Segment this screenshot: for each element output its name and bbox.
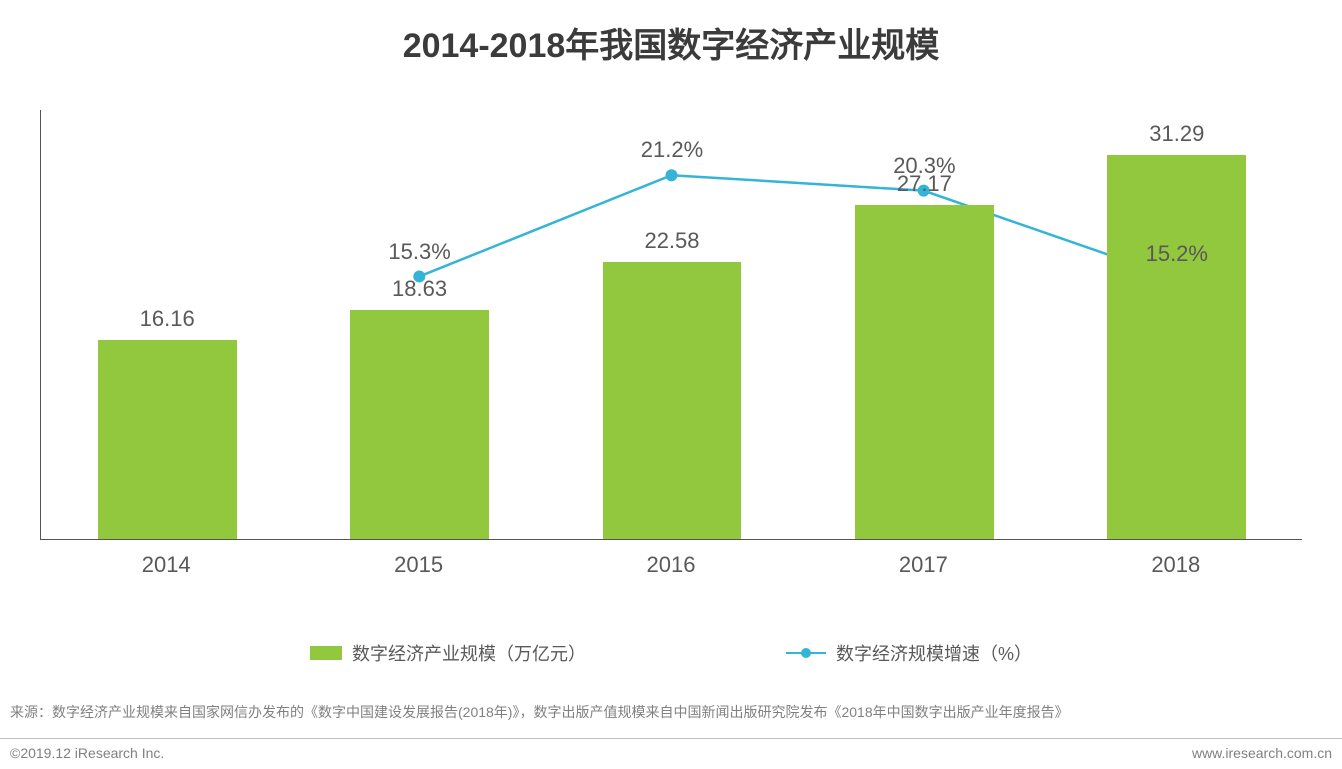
footer-copyright: ©2019.12 iResearch Inc. bbox=[10, 745, 164, 761]
x-axis-label: 2016 bbox=[545, 552, 797, 578]
line-value-label: 15.2% bbox=[1051, 241, 1303, 267]
bar-value-label: 18.63 bbox=[293, 276, 545, 302]
legend-bar-label: 数字经济产业规模（万亿元） bbox=[352, 640, 586, 666]
chart-title: 2014-2018年我国数字经济产业规模 bbox=[0, 0, 1342, 67]
bar bbox=[1107, 155, 1246, 539]
chart-area: 16.1618.6315.3%22.5821.2%27.1720.3%31.29… bbox=[40, 110, 1302, 580]
bar bbox=[98, 340, 237, 539]
source-note: 来源：数字经济产业规模来自国家网信办发布的《数字中国建设发展报告(2018年)》… bbox=[10, 702, 1332, 722]
bar bbox=[350, 310, 489, 539]
legend-swatch-line bbox=[786, 646, 826, 660]
line-value-label: 21.2% bbox=[546, 137, 798, 163]
footer-url: www.iresearch.com.cn bbox=[1192, 745, 1332, 761]
x-axis-label: 2017 bbox=[797, 552, 1049, 578]
legend-item-line: 数字经济规模增速（%） bbox=[786, 640, 1032, 666]
bar-value-label: 16.16 bbox=[41, 306, 293, 332]
bar bbox=[603, 262, 742, 539]
legend-item-bar: 数字经济产业规模（万亿元） bbox=[310, 640, 586, 666]
bar-value-label: 31.29 bbox=[1051, 121, 1303, 147]
plot-region: 16.1618.6315.3%22.5821.2%27.1720.3%31.29… bbox=[40, 110, 1302, 540]
line-value-label: 15.3% bbox=[293, 239, 545, 265]
x-axis-label: 2015 bbox=[292, 552, 544, 578]
bar-value-label: 22.58 bbox=[546, 228, 798, 254]
line-value-label: 20.3% bbox=[798, 153, 1050, 179]
legend-line-label: 数字经济规模增速（%） bbox=[836, 640, 1032, 666]
x-axis-label: 2018 bbox=[1050, 552, 1302, 578]
chart-page: 2014-2018年我国数字经济产业规模 16.1618.63 15.3%22.5… bbox=[0, 0, 1342, 769]
bar bbox=[855, 205, 994, 539]
footer: ©2019.12 iResearch Inc. www.iresearch.co… bbox=[0, 738, 1342, 761]
legend: 数字经济产业规模（万亿元） 数字经济规模增速（%） bbox=[0, 640, 1342, 666]
x-axis-label: 2014 bbox=[40, 552, 292, 578]
line-marker bbox=[666, 169, 678, 181]
legend-swatch-bar bbox=[310, 646, 342, 660]
legend-line-marker bbox=[801, 648, 811, 658]
